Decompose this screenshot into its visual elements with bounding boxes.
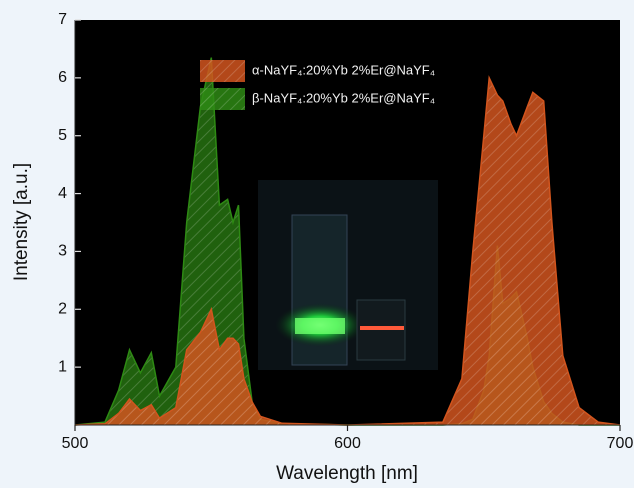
- legend-swatch-hatch: [200, 60, 245, 82]
- y-tick-label: 2: [58, 301, 67, 318]
- x-axis-title: Wavelength [nm]: [276, 463, 418, 484]
- y-tick-label: 5: [58, 127, 67, 144]
- series-line: [74, 75, 621, 426]
- y-tick-label: 7: [58, 11, 67, 28]
- legend-swatch-hatch: [200, 88, 245, 110]
- y-axis-title: Intensity [a.u.]: [11, 163, 32, 281]
- y-tick-label: 1: [58, 358, 67, 375]
- y-tick-label: 6: [58, 69, 67, 86]
- x-tick-label: 500: [62, 435, 89, 452]
- inset-photo: [258, 180, 438, 370]
- x-tick-label: 600: [334, 435, 361, 452]
- y-tick-label: 4: [58, 185, 67, 202]
- y-tick-label: 3: [58, 243, 67, 260]
- x-tick-label: 700: [607, 435, 634, 452]
- legend-label: β-NaYF₄:20%Yb 2%Er@NaYF₄: [252, 90, 435, 105]
- legend-label: α-NaYF₄:20%Yb 2%Er@NaYF₄: [252, 62, 435, 77]
- area-hatch: [75, 77, 620, 426]
